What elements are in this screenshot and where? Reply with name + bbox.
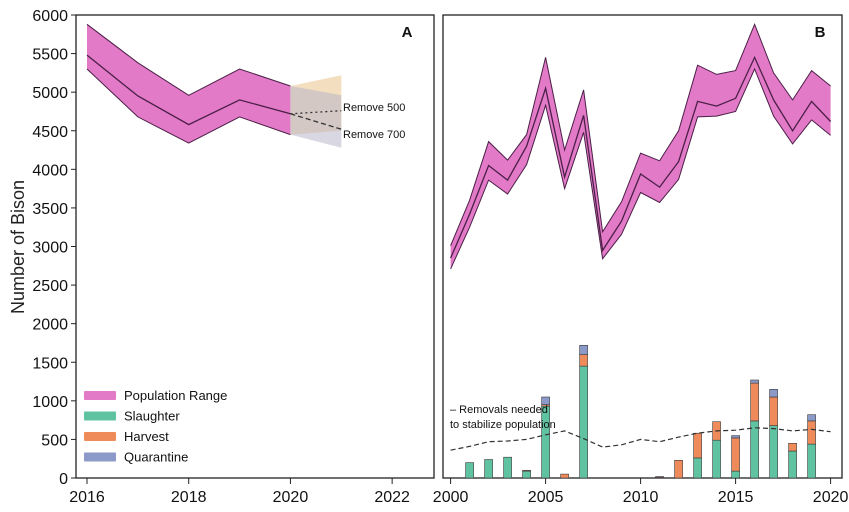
panel-a-data <box>86 23 342 148</box>
x-tick-label-b-2000: 2000 <box>433 489 469 506</box>
bar-harvest-2018 <box>788 442 797 452</box>
legend-label-slaughter: Slaughter <box>124 409 180 424</box>
projection-band-remove-700 <box>290 86 342 148</box>
x-tick-label-a-2022: 2022 <box>374 489 410 506</box>
bar-quarantine-2015 <box>731 435 740 439</box>
remove-700-label: Remove 700 <box>343 129 405 141</box>
x-tick-label-a-2016: 2016 <box>69 489 105 506</box>
legend-label-harvest: Harvest <box>124 429 169 444</box>
bar-harvest-2016 <box>750 382 759 422</box>
legend-label-population-range: Population Range <box>124 388 227 403</box>
bar-harvest-2013 <box>693 432 702 459</box>
legend: Population Range Slaughter Harvest Quaranti… <box>84 388 227 465</box>
y-tick-label-500: 500 <box>41 432 68 449</box>
population-upper-line-b <box>450 22 831 246</box>
panel-b-letter: B <box>815 24 826 41</box>
panel-a-y-axis: 0 500 1000 1500 2000 2500 3000 3500 4000 4500 5000… <box>32 8 76 488</box>
bar-slaughter-2001 <box>465 462 474 479</box>
panel-b-x-axis: 2000 2005 2010 2015 2020 <box>433 478 849 506</box>
projection-line-remove-700 <box>290 113 342 130</box>
panel-a-x-axis: 2016 2018 2020 2022 <box>69 478 410 506</box>
y-tick-label-5000: 5000 <box>32 85 68 102</box>
panel-b-data <box>450 22 832 479</box>
y-tick-label-3000: 3000 <box>32 240 68 257</box>
panel-b: 2000 2005 2010 2015 2020 B – Removals needed… <box>433 14 849 506</box>
bar-slaughter-2018 <box>788 450 797 479</box>
y-tick-label-1000: 1000 <box>32 394 68 411</box>
y-tick-label-6000: 6000 <box>32 8 68 25</box>
bar-slaughter-2005 <box>541 405 550 479</box>
bar-harvest-2019 <box>807 420 816 445</box>
x-tick-label-b-2020: 2020 <box>813 489 849 506</box>
y-tick-label-2000: 2000 <box>32 317 68 334</box>
population-mid-line-b <box>450 55 832 259</box>
bar-quarantine-2007 <box>579 344 588 355</box>
bar-quarantine-2017 <box>769 388 778 398</box>
bar-slaughter-2007 <box>579 365 588 479</box>
x-tick-label-b-2005: 2005 <box>528 489 564 506</box>
bar-slaughter-2019 <box>807 443 816 479</box>
x-tick-label-a-2020: 2020 <box>273 489 309 506</box>
bar-harvest-2007 <box>579 354 588 367</box>
population-lower-line-a <box>86 68 291 144</box>
y-axis-title: Number of Bison <box>8 180 28 314</box>
y-tick-label-2500: 2500 <box>32 278 68 295</box>
y-tick-label-4500: 4500 <box>32 124 68 141</box>
bar-slaughter-2016 <box>750 420 759 479</box>
removals-needed-line <box>450 427 831 451</box>
bar-harvest-2012 <box>674 459 683 479</box>
bar-quarantine-2011 <box>655 476 664 478</box>
panel-b-frame <box>442 14 843 479</box>
legend-swatch-slaughter <box>84 411 116 421</box>
legend-label-quarantine: Quarantine <box>124 450 188 465</box>
population-mid-line-a <box>86 54 291 126</box>
bar-harvest-2006 <box>560 473 569 479</box>
legend-swatch-population-range <box>84 391 116 400</box>
remove-500-label: Remove 500 <box>343 102 405 114</box>
y-tick-label-5500: 5500 <box>32 47 68 64</box>
population-lower-line-b <box>450 67 831 270</box>
bar-slaughter-2013 <box>693 457 702 479</box>
bar-slaughter-2002 <box>484 459 493 479</box>
panel-a: 0 500 1000 1500 2000 2500 3000 3500 4000 4500 5000… <box>32 8 435 506</box>
y-tick-label-1500: 1500 <box>32 355 68 372</box>
bar-quarantine-2016 <box>750 379 759 384</box>
legend-swatch-quarantine <box>84 452 116 462</box>
bar-quarantine-2019 <box>807 414 816 422</box>
y-tick-label-3500: 3500 <box>32 201 68 218</box>
bar-harvest-2004 <box>522 469 531 472</box>
bar-slaughter-2015 <box>731 470 740 479</box>
bar-harvest-2017 <box>769 396 778 426</box>
population-upper-line-a <box>86 23 291 96</box>
x-tick-label-b-2015: 2015 <box>718 489 754 506</box>
y-tick-label-0: 0 <box>59 471 68 488</box>
x-tick-label-b-2010: 2010 <box>623 489 659 506</box>
bar-slaughter-2004 <box>522 470 531 479</box>
bar-quarantine-2005 <box>541 396 550 405</box>
population-band-a <box>87 24 291 144</box>
bar-slaughter-2003 <box>503 456 512 479</box>
panel-a-letter: A <box>402 24 413 41</box>
removals-needed-label-line1: – Removals needed <box>450 404 548 416</box>
x-tick-label-a-2018: 2018 <box>171 489 207 506</box>
bar-harvest-2015 <box>731 437 740 472</box>
population-band-b <box>450 24 831 269</box>
bar-slaughter-2017 <box>769 425 778 479</box>
bar-slaughter-2014 <box>712 439 721 479</box>
removals-needed-label-line2: to stabilize population <box>450 419 556 431</box>
projection-line-remove-500 <box>290 110 342 115</box>
y-tick-label-4000: 4000 <box>32 162 68 179</box>
legend-swatch-harvest <box>84 432 116 441</box>
